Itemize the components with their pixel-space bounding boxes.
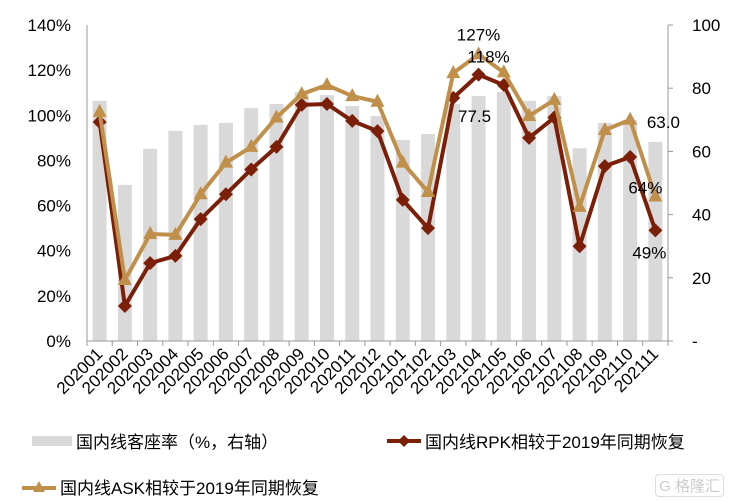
right-tick-label: - — [692, 332, 698, 351]
bar — [522, 100, 537, 341]
ask-point — [648, 188, 663, 202]
rpk-point — [319, 97, 334, 111]
watermark-logo: G 格隆汇 — [655, 474, 724, 497]
legend-item-ask: 国内线ASK相较于2019年同期恢复 — [22, 474, 319, 499]
left-tick-label: 140% — [28, 16, 71, 35]
bar — [547, 96, 562, 341]
ask-point — [572, 198, 587, 212]
ask-point — [547, 91, 562, 105]
ask-point — [92, 103, 107, 117]
ask-point — [496, 64, 511, 78]
rpk-point — [143, 256, 158, 271]
ask-point — [269, 109, 284, 123]
legend-item-rpk: 国内线RPK相较于2019年同期恢复 — [387, 428, 685, 453]
bar — [294, 91, 309, 341]
bar — [345, 105, 360, 341]
ask-point — [294, 86, 309, 100]
bar — [269, 104, 284, 341]
bar — [193, 124, 208, 341]
left-tick-label: 100% — [28, 106, 71, 125]
rpk-point — [572, 239, 587, 254]
ask-point — [244, 138, 259, 152]
ask-point — [218, 154, 233, 168]
rpk-point — [395, 192, 410, 207]
legend-swatch-bar — [32, 435, 72, 446]
ask-point — [117, 272, 132, 286]
bar — [218, 122, 233, 342]
data-label: 118% — [467, 48, 509, 67]
ask-point — [143, 226, 158, 240]
rpk-point — [345, 113, 360, 128]
rpk-point — [471, 67, 486, 82]
bar — [597, 122, 612, 342]
bar — [446, 104, 461, 341]
right-tick-label: 80 — [692, 79, 711, 98]
ask-point — [370, 93, 385, 107]
left-tick-label: 80% — [37, 151, 71, 170]
right-tick-label: 100 — [692, 16, 720, 35]
ask-point — [395, 154, 410, 168]
left-tick-label: 120% — [28, 61, 71, 80]
rpk-point — [168, 248, 183, 263]
legend-marker-triangle-icon — [22, 480, 56, 492]
rpk-point — [117, 299, 132, 314]
ask-point — [345, 88, 360, 102]
right-tick-label: 40 — [692, 206, 711, 225]
bar — [471, 96, 486, 341]
legend-label: 国内线ASK相较于2019年同期恢复 — [60, 479, 319, 498]
data-label: 127% — [457, 25, 500, 44]
right-tick-label: 20 — [692, 269, 711, 288]
legend-label: 国内线客座率（%，右轴） — [76, 433, 279, 452]
left-tick-label: 60% — [37, 197, 71, 216]
rpk-point — [421, 221, 436, 236]
left-tick-label: 20% — [37, 287, 71, 306]
rpk-point — [597, 159, 612, 174]
left-tick-label: 0% — [46, 332, 71, 351]
rpk-point — [370, 124, 385, 139]
data-label: 64% — [628, 179, 662, 198]
ask-point — [623, 111, 638, 125]
ask-point — [319, 77, 334, 91]
rpk-point — [648, 223, 663, 238]
ask-point — [193, 186, 208, 200]
rpk-point — [193, 212, 208, 227]
data-label: 49% — [632, 243, 666, 262]
bar — [319, 95, 334, 341]
data-label: 63.0 — [647, 113, 680, 132]
ask-point — [471, 46, 486, 60]
bar — [648, 141, 663, 341]
rpk-point — [244, 162, 259, 177]
rpk-point — [294, 97, 309, 112]
bar — [370, 116, 385, 342]
ask-point — [168, 226, 183, 240]
rpk-point — [522, 130, 537, 145]
right-tick-label: 60 — [692, 142, 711, 161]
legend-item-load-factor: 国内线客座率（%，右轴） — [32, 428, 278, 453]
legend-marker-diamond-icon — [387, 434, 421, 447]
ask-point — [597, 121, 612, 135]
bar — [143, 148, 158, 341]
watermark-text: 格隆汇 — [674, 478, 720, 495]
legend-label: 国内线RPK相较于2019年同期恢复 — [425, 433, 685, 452]
ask-point — [421, 184, 436, 198]
ask-point — [522, 107, 537, 121]
rpk-point — [623, 150, 638, 165]
rpk-point — [218, 187, 233, 202]
rpk-point — [269, 139, 284, 154]
bar — [623, 119, 638, 341]
left-tick-label: 40% — [37, 242, 71, 261]
data-label: 77.5 — [458, 107, 491, 126]
ask-point — [446, 65, 461, 79]
bar — [496, 91, 511, 341]
